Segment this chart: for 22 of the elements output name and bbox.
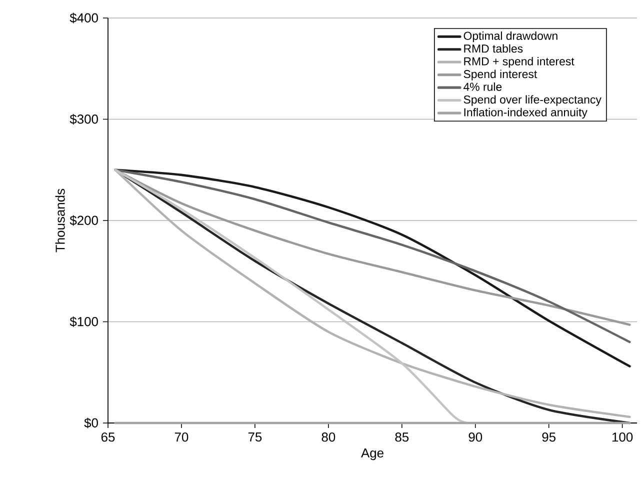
legend-label: Spend interest	[464, 70, 538, 80]
x-tick-label: 90	[468, 432, 482, 442]
x-tick-label: 85	[395, 432, 409, 442]
y-tick-label: $0	[84, 418, 98, 428]
legend-label: Optimal drawdown	[464, 32, 558, 42]
y-tick-label: $300	[70, 114, 98, 124]
y-tick-label: $400	[70, 12, 98, 24]
y-tick-label: $100	[70, 316, 98, 327]
x-axis-title: Age	[361, 448, 384, 460]
legend-label: RMD tables	[464, 44, 523, 53]
x-tick-label: 100	[612, 432, 633, 442]
x-tick-label: 70	[174, 432, 188, 442]
x-tick-label: 95	[542, 432, 556, 442]
x-tick-label: 75	[248, 432, 262, 442]
legend-label: Inflation-indexed annuity	[464, 108, 588, 119]
y-tick-label: $200	[70, 215, 98, 226]
legend-label: 4% rule	[464, 82, 502, 91]
legend-label: RMD + spend interest	[464, 56, 574, 68]
y-axis-title: Thousands	[55, 188, 65, 252]
legend-label: Spend over life-expectancy	[464, 95, 602, 106]
x-tick-label: 80	[322, 432, 336, 442]
x-tick-label: 65	[101, 432, 115, 442]
